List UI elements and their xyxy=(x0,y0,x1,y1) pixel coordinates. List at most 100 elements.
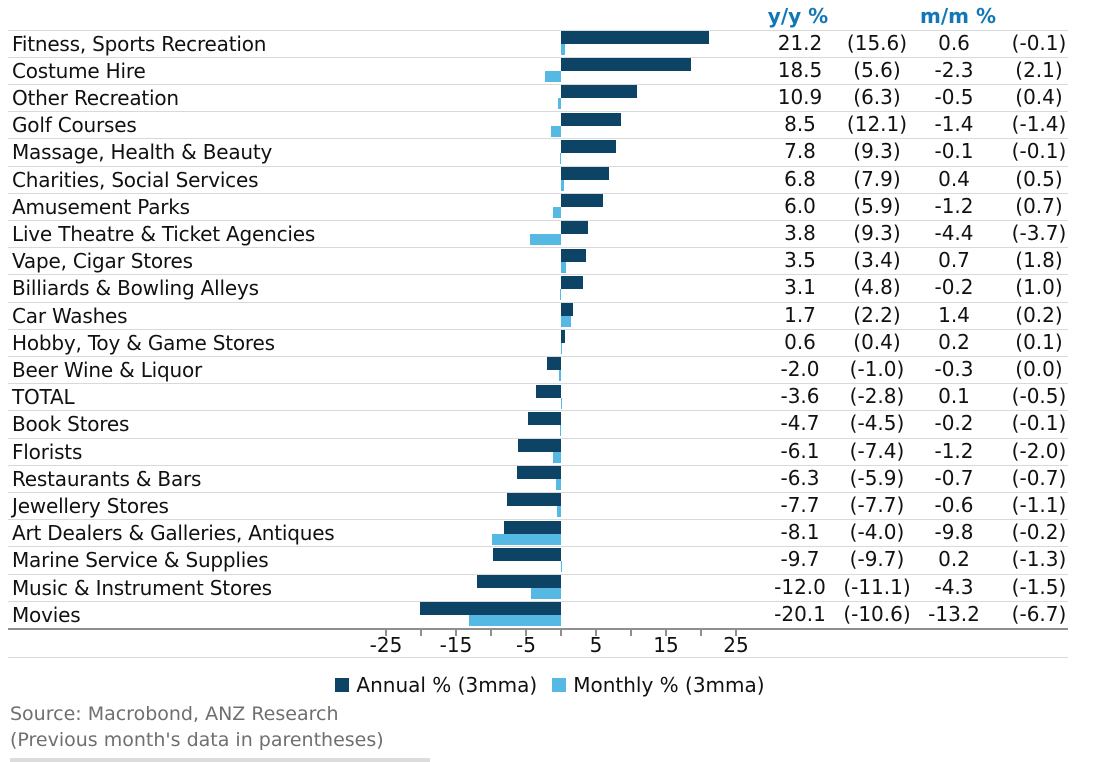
annual-swatch-icon xyxy=(335,678,350,692)
category-label: Jewellery Stores xyxy=(12,493,169,518)
yy-value: 8.5 xyxy=(784,112,816,137)
category-label: Car Washes xyxy=(12,303,128,328)
mm-value: -13.2 xyxy=(928,601,980,626)
mm-value: -0.1 xyxy=(934,139,974,164)
yy-prev-value: (0.4) xyxy=(853,329,901,354)
mm-prev-value: (-2.0) xyxy=(1011,438,1067,463)
annual-bar xyxy=(420,602,561,616)
cutoff-text-sliver xyxy=(10,758,430,762)
yy-prev-value: (4.8) xyxy=(853,275,901,300)
x-axis-tick xyxy=(595,630,597,636)
category-label: Amusement Parks xyxy=(12,194,190,219)
mm-prev-value: (1.8) xyxy=(1015,248,1063,273)
mm-prev-value: (0.2) xyxy=(1015,302,1063,327)
yy-prev-value: (9.3) xyxy=(853,220,901,245)
monthly-swatch-icon xyxy=(552,678,567,692)
yy-value: 18.5 xyxy=(777,57,823,82)
annual-bar xyxy=(561,221,588,235)
mm-prev-value: (0.1) xyxy=(1015,329,1063,354)
mm-value: 0.1 xyxy=(938,384,970,409)
category-label: Other Recreation xyxy=(12,85,179,110)
annual-bar xyxy=(547,357,561,371)
yy-prev-value: (2.2) xyxy=(853,302,901,327)
yy-prev-value: (5.6) xyxy=(853,57,901,82)
yy-value: 6.0 xyxy=(784,193,816,218)
yy-value: 0.6 xyxy=(784,329,816,354)
mm-prev-value: (-1.5) xyxy=(1011,574,1067,599)
chart-row: Music & Instrument Stores xyxy=(8,573,1068,602)
mm-value: -0.2 xyxy=(934,275,974,300)
annual-bar xyxy=(561,303,573,316)
category-label: Florists xyxy=(12,439,83,464)
axis-bottom-divider xyxy=(8,657,1068,658)
mm-value: -0.2 xyxy=(934,411,974,436)
category-label: Massage, Health & Beauty xyxy=(12,140,273,165)
annual-bar xyxy=(507,493,561,507)
legend-item-monthly: Monthly % (3mma) xyxy=(552,673,765,697)
yy-value: -4.7 xyxy=(780,411,820,436)
chart-row: Jewellery Stores xyxy=(8,491,1068,520)
annual-bar xyxy=(561,248,586,262)
chart-row: Live Theatre & Ticket Agencies xyxy=(8,219,1068,248)
chart-row: Other Recreation xyxy=(8,83,1068,112)
chart-row: Car Washes xyxy=(8,301,1068,330)
category-label: Live Theatre & Ticket Agencies xyxy=(12,221,316,246)
mm-prev-value: (-0.1) xyxy=(1011,30,1067,55)
yy-prev-value: (-5.9) xyxy=(849,465,905,490)
yy-value: 3.5 xyxy=(784,248,816,273)
legend-label-monthly: Monthly % (3mma) xyxy=(573,673,765,697)
annual-bar xyxy=(477,575,561,588)
category-label: Music & Instrument Stores xyxy=(12,575,272,600)
yy-prev-value: (3.4) xyxy=(853,248,901,273)
category-label: Beer Wine & Liquor xyxy=(12,357,203,382)
mm-value: -1.2 xyxy=(934,193,974,218)
x-axis-tick-label: -15 xyxy=(439,633,473,657)
annual-bar xyxy=(561,85,638,99)
yy-value: 10.9 xyxy=(777,84,823,109)
mm-prev-value: (-0.1) xyxy=(1011,139,1067,164)
x-axis-tick xyxy=(735,630,737,636)
category-label: Restaurants & Bars xyxy=(12,466,202,491)
chart-row: Charities, Social Services xyxy=(8,165,1068,194)
mm-prev-value: (-0.1) xyxy=(1011,411,1067,436)
yy-prev-value: (-10.6) xyxy=(843,601,911,626)
mm-value: -1.4 xyxy=(934,112,974,137)
x-axis-line xyxy=(8,628,1068,630)
monthly-bar xyxy=(552,207,561,219)
yy-prev-value: (-4.5) xyxy=(849,411,905,436)
annual-bar xyxy=(504,520,561,534)
annual-bar xyxy=(561,58,691,72)
mm-value: 0.2 xyxy=(938,329,970,354)
legend-label-annual: Annual % (3mma) xyxy=(356,673,538,697)
chart-row: Movies xyxy=(8,600,1068,629)
mm-value: -2.3 xyxy=(934,57,974,82)
monthly-bar xyxy=(561,560,563,572)
monthly-bar xyxy=(551,125,561,137)
yy-value: -20.1 xyxy=(774,601,826,626)
yy-prev-value: (-11.1) xyxy=(843,574,911,599)
mm-prev-value: (0.5) xyxy=(1015,166,1063,191)
chart-row: Massage, Health & Beauty xyxy=(8,138,1068,166)
x-axis-tick xyxy=(630,630,632,636)
monthly-bar xyxy=(559,288,561,300)
category-label: Book Stores xyxy=(12,412,130,437)
yy-value: -9.7 xyxy=(780,547,820,572)
annual-bar xyxy=(528,411,561,425)
x-axis-tick xyxy=(665,630,667,636)
mm-prev-value: (0.0) xyxy=(1015,356,1063,381)
yy-value: 7.8 xyxy=(784,139,816,164)
yy-value: 1.7 xyxy=(784,302,816,327)
category-label: Art Dealers & Galleries, Antiques xyxy=(12,521,335,546)
mm-value: 1.4 xyxy=(938,302,970,327)
x-axis-tick xyxy=(490,630,492,636)
mm-prev-value: (-1.1) xyxy=(1011,492,1067,517)
yy-prev-value: (9.3) xyxy=(853,139,901,164)
x-axis-tick xyxy=(385,630,387,636)
mm-prev-value: (0.4) xyxy=(1015,84,1063,109)
x-axis-tick-label: -25 xyxy=(369,633,403,657)
parentheses-note: (Previous month's data in parentheses) xyxy=(10,729,384,751)
annual-bar xyxy=(516,466,561,480)
chart-row: Restaurants & Bars xyxy=(8,464,1068,493)
mm-prev-value: (-0.2) xyxy=(1011,520,1067,545)
